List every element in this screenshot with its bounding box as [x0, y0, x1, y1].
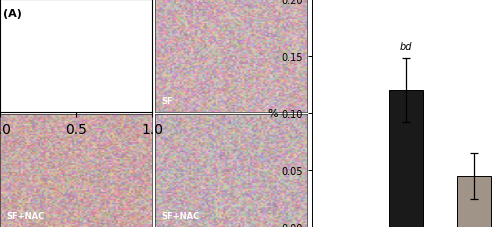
Text: SF+NAC: SF+NAC — [6, 211, 44, 220]
Text: (A): (A) — [2, 9, 22, 19]
Bar — [457, 176, 492, 227]
Bar — [389, 91, 423, 227]
Text: SF+NAC: SF+NAC — [161, 211, 200, 220]
Text: SF: SF — [161, 97, 172, 106]
Text: SF: SF — [6, 97, 18, 106]
Y-axis label: %: % — [268, 109, 278, 118]
Text: bd: bd — [400, 42, 412, 52]
